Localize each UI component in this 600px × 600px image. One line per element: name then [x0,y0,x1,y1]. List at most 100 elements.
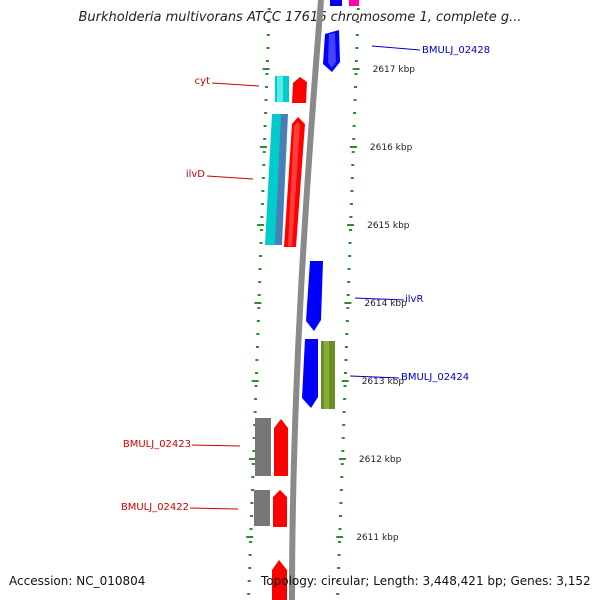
major-tick-left [251,380,259,382]
scale-dot-left [262,164,266,166]
label-ilvD[interactable]: ilvD [186,169,205,180]
major-tick-left [259,146,267,148]
scale-dot-right [339,515,342,517]
scale-dot-right [341,437,345,439]
major-tick-right [338,458,346,460]
scale-dot-right [356,21,360,23]
scale-dot-left [250,502,254,504]
scale-dot-right [337,554,341,556]
scale-dot-left [260,203,264,205]
label-BMULJ_02422[interactable]: BMULJ_02422 [121,502,189,513]
major-tick-left [246,536,254,538]
scale-dot-right [336,593,340,595]
scale-dot-right [342,424,346,426]
scale-dot-left [260,229,263,231]
label-BMULJ_02424[interactable]: BMULJ_02424 [401,372,469,383]
tick-label: 2617 kbp [373,65,416,75]
gene-cyt[interactable] [275,76,307,103]
scale-dot-left [267,8,271,10]
scale-dot-left [253,424,257,426]
scale-dot-right [339,489,343,491]
tick-label: 2612 kbp [359,455,402,465]
scale-dot-left [254,385,258,387]
scale-dot-right [351,151,355,153]
scale-dot-right [349,229,352,231]
major-tick-right [352,68,360,70]
scale-dot-left [255,346,259,348]
scale-dot-right [352,125,356,127]
scale-dot-left [264,99,268,101]
tick-label: 2611 kbp [356,533,399,543]
scale-dot-left [266,47,270,49]
gene-top-magenta[interactable] [349,0,359,6]
scale-dot-left [252,437,256,439]
gene-BMULJ_02422[interactable] [254,490,287,527]
scale-dot-left [260,216,264,218]
scale-dot-left [251,463,255,465]
gene-BMULJ_02423[interactable] [255,418,288,476]
scale-dot-right [337,567,341,569]
scale-dot-right [343,398,347,400]
scale-dot-right [347,281,351,283]
scale-dot-right [340,463,344,465]
major-tick-right [349,146,357,148]
label-ilvR[interactable]: ilvR [405,294,423,305]
scale-dot-right [344,346,348,348]
scale-dot-left [248,554,252,556]
scale-dot-left [251,476,255,478]
scale-dot-right [340,476,344,478]
chromosome-backbone [289,0,324,600]
label-BMULJ_02423[interactable]: BMULJ_02423 [123,439,191,450]
gene-BMULJ_02424[interactable] [302,339,335,409]
gene-ilvR[interactable] [306,261,323,331]
gene-ilvD[interactable] [265,114,305,247]
scale-dot-right [344,372,347,374]
topology-label: Topology: circular; Length: 3,448,421 bp… [261,574,591,588]
scale-dot-right [346,307,350,309]
scale-dot-right [336,580,340,582]
scale-dot-left [261,177,265,179]
scale-dot-left [247,593,251,595]
major-tick-left [262,68,270,70]
scale-dot-left [265,86,268,88]
scale-dot-left [264,112,268,114]
tick-label: 2616 kbp [370,143,413,153]
scale-dot-right [356,8,360,10]
scale-ticks: 2617 kbp 2616 kbp 2615 kbp 2614 kbp 2613 kbp… [246,65,415,543]
gene-bottom-partial[interactable] [272,560,287,600]
label-BMULJ_02428[interactable]: BMULJ_02428 [422,45,490,56]
major-tick-left [257,224,265,226]
scale-dot-left [250,489,254,491]
scale-dot-right [346,294,350,296]
major-tick-right [336,536,344,538]
scale-dot-right [355,47,359,49]
scale-dot-left [258,268,262,270]
scale-dot-left [267,21,271,23]
tick-label: 2613 kbp [362,377,405,387]
scale-dot-left [249,528,253,530]
genes[interactable] [254,0,359,600]
label-cyt[interactable]: cyt [195,76,210,87]
scale-dot-right [350,177,354,179]
scale-dot-left [256,333,260,335]
accession-label: Accession: NC_010804 [9,574,146,588]
scale-dot-right [342,411,346,413]
scale-dot-right [354,86,357,88]
major-tick-right [341,380,349,382]
tick-label: 2615 kbp [367,221,410,231]
scale-dot-left [248,567,252,569]
scale-dot-left [263,125,267,127]
gene-BMULJ_02428[interactable] [323,30,340,72]
scale-dot-right [349,203,353,205]
scale-dot-left [257,294,261,296]
scale-dot-right [344,359,348,361]
scale-dot-left [249,541,253,543]
scale-dot-right [348,255,352,257]
scale-dots-outer [247,8,360,595]
tick-label: 2614 kbp [364,299,407,309]
scale-dot-left [255,359,259,361]
major-tick-left [248,458,256,460]
gene-BMULJ_02429[interactable] [330,0,342,6]
scale-dot-left [252,450,256,452]
